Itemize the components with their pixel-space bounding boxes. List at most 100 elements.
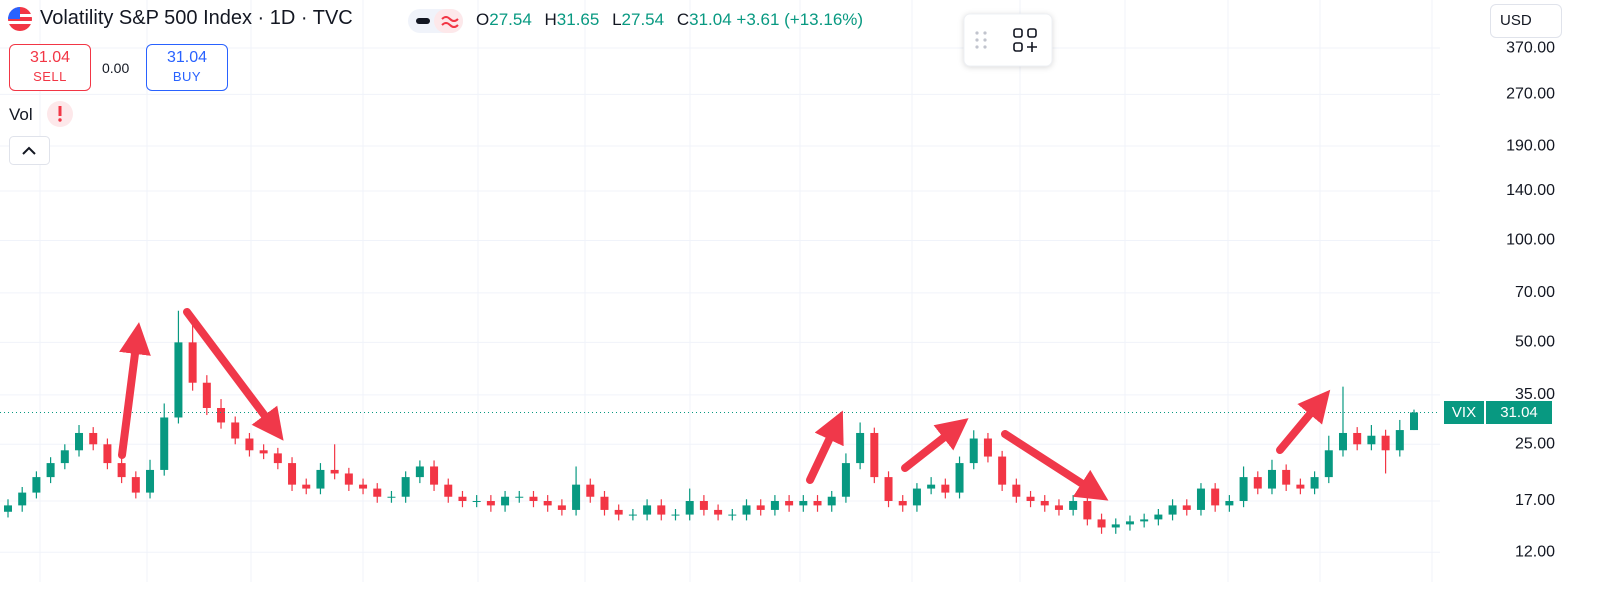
buy-button[interactable]: 31.04 BUY	[146, 44, 228, 91]
candle-body	[1395, 430, 1404, 451]
candle-body	[1168, 505, 1177, 515]
candle-body	[884, 477, 893, 502]
candle-body	[1140, 519, 1149, 522]
candle-body	[202, 382, 211, 408]
candle-body	[714, 509, 723, 515]
candle-body	[841, 463, 850, 497]
ohlc-key: L	[612, 10, 622, 29]
candle-body	[1069, 501, 1078, 510]
candle-body	[1083, 501, 1092, 520]
candle-body	[486, 501, 495, 506]
candle-body	[117, 463, 126, 478]
candle-body	[1267, 469, 1276, 489]
candle-body	[1253, 477, 1262, 489]
candle-body	[1196, 488, 1205, 510]
candle-body	[415, 466, 424, 478]
candle-body	[1310, 477, 1319, 489]
candle-body	[302, 484, 311, 489]
candle-body	[1012, 484, 1021, 497]
candle-body	[756, 505, 765, 510]
candle-body	[643, 505, 652, 515]
candle-body	[1410, 412, 1418, 431]
layout-widget[interactable]	[963, 13, 1053, 67]
y-tick-label: 270.00	[1506, 86, 1555, 103]
candle-body	[870, 432, 879, 478]
candle-body	[813, 501, 822, 506]
candle-body	[32, 477, 41, 493]
candle-body	[401, 477, 410, 497]
y-tick-label: 70.00	[1515, 284, 1555, 301]
candle-body	[1353, 432, 1362, 445]
candle-body	[259, 450, 268, 454]
mode-toggle[interactable]	[408, 9, 463, 33]
currency-select[interactable]: USD	[1490, 4, 1562, 38]
candle-body	[288, 463, 297, 485]
vol-warning-icon[interactable]	[47, 101, 73, 127]
y-tick-label: 50.00	[1515, 334, 1555, 351]
change: +3.61	[736, 10, 780, 29]
candle-body	[75, 432, 84, 451]
candle-body	[941, 484, 950, 493]
collapse-button[interactable]	[9, 136, 50, 165]
symbol-badge: VIX	[1444, 401, 1484, 424]
ohlc-legend: O27.54 H31.65 L27.54 C31.04 +3.61 (+13.1…	[476, 10, 863, 30]
candle-body	[614, 509, 623, 515]
candle-body	[316, 469, 325, 489]
candle-body	[472, 501, 481, 503]
candle-body	[898, 501, 907, 506]
y-tick-label: 140.00	[1506, 182, 1555, 199]
candle-body	[1097, 519, 1106, 528]
sell-label: SELL	[33, 69, 67, 84]
candle-body	[1296, 484, 1305, 489]
candle-body	[60, 450, 69, 464]
candle-body	[231, 422, 240, 439]
buy-price: 31.04	[166, 49, 208, 66]
annotation-arrows	[118, 308, 1331, 501]
candle-body	[89, 432, 98, 445]
candle-body	[998, 456, 1007, 485]
y-tick-label: 12.00	[1515, 543, 1555, 560]
candle-body	[444, 484, 453, 497]
y-tick-label: 190.00	[1506, 137, 1555, 154]
ohlc-value: 27.54	[489, 10, 532, 29]
candle-body	[600, 496, 609, 510]
candle-body	[1211, 488, 1220, 506]
candle-body	[146, 469, 155, 493]
candle-body	[955, 463, 964, 493]
y-tick-label: 35.00	[1515, 386, 1555, 403]
y-tick-label: 17.00	[1515, 492, 1555, 509]
candle-body	[18, 492, 27, 506]
candle-body	[46, 463, 55, 478]
ohlc-value: 31.65	[556, 10, 600, 29]
candle-body	[501, 496, 510, 506]
candle-body	[671, 514, 680, 516]
candle-body	[131, 477, 140, 493]
candle-body	[188, 342, 197, 383]
candle-body	[529, 496, 538, 502]
candle-body	[1154, 514, 1163, 520]
candle-body	[685, 501, 694, 515]
candle-body	[359, 484, 368, 489]
sell-button[interactable]: 31.04 SELL	[9, 44, 91, 91]
candle-body	[1125, 521, 1134, 525]
candle-body	[4, 505, 12, 512]
candle-body	[1239, 477, 1248, 502]
candle-body	[628, 514, 637, 516]
candle-body	[856, 432, 865, 464]
candle-body	[572, 484, 581, 510]
vertical-grid	[39, 0, 1433, 582]
candle-body	[1324, 450, 1333, 478]
y-tick-label: 25.00	[1515, 436, 1555, 453]
candle-body	[458, 496, 467, 502]
candle-body	[1367, 435, 1376, 445]
ohlc-key: H	[544, 10, 557, 29]
currency: USD	[1500, 12, 1532, 29]
candle-body	[785, 501, 794, 506]
candle-body	[912, 488, 921, 506]
sell-price: 31.04	[29, 49, 71, 66]
chart-title: Volatility S&P 500 Index · 1D · TVC	[40, 7, 353, 29]
candle-body	[728, 514, 737, 516]
indicator-name: Vol	[9, 105, 33, 124]
